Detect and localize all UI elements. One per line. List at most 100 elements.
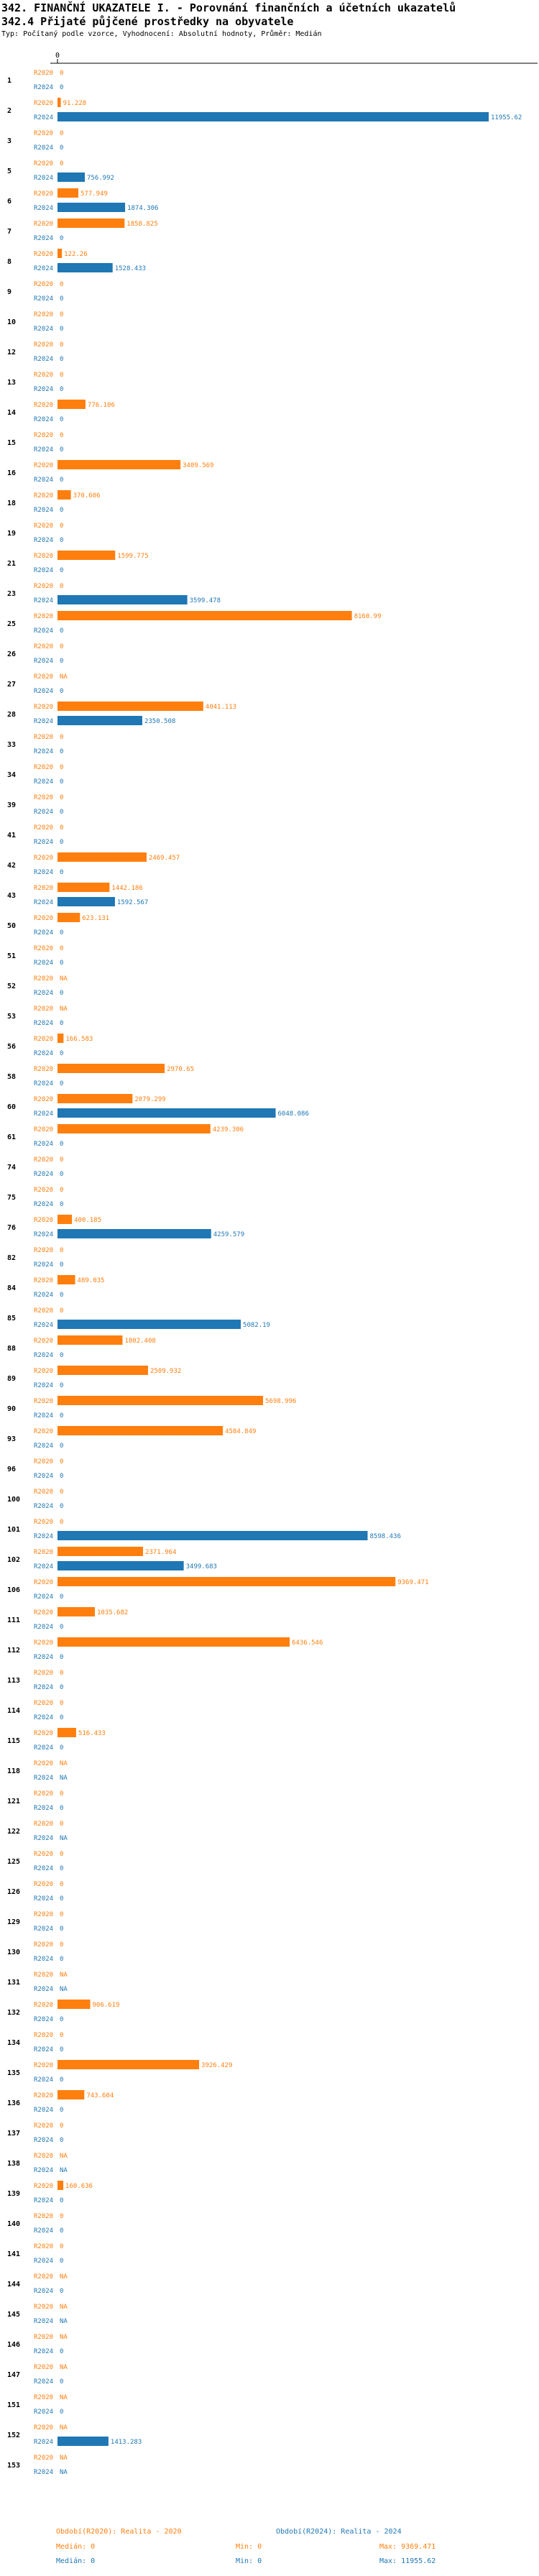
data-label-r2024: 0	[60, 2348, 63, 2355]
category-label: 115	[7, 1737, 20, 1745]
category-label: 13	[7, 379, 16, 387]
category-label: 6	[7, 198, 11, 206]
series-label-r2024: R2024	[34, 597, 53, 604]
bar-r2020	[57, 490, 71, 500]
series-label-r2024: R2024	[34, 1926, 53, 1933]
series-label-r2024: R2024	[34, 718, 53, 725]
category-label: 101	[7, 1526, 20, 1534]
series-label-r2024: R2024	[34, 114, 53, 121]
series-label-r2020: R2020	[34, 553, 53, 560]
data-label-r2024: 0	[60, 1141, 63, 1148]
series-label-r2024: R2024	[34, 1020, 53, 1027]
series-label-r2020: R2020	[34, 492, 53, 500]
data-label-r2020: 4041.113	[206, 704, 236, 711]
data-label-r2024: 0	[60, 477, 63, 484]
bar-r2020	[57, 460, 181, 469]
data-label-r2024: 0	[60, 1352, 63, 1359]
series-label-r2020: R2020	[34, 2243, 53, 2250]
category-label: 76	[7, 1224, 16, 1232]
series-label-r2020: R2020	[34, 704, 53, 711]
max-2024: Max: 11955.62	[379, 2557, 436, 2565]
data-label-r2024: 0	[60, 386, 63, 393]
series-label-r2024: R2024	[34, 2227, 53, 2235]
data-label-r2024: 0	[60, 778, 63, 786]
series-label-r2020: R2020	[34, 1821, 53, 1828]
data-label-r2020: 623.131	[82, 915, 109, 922]
data-label-r2024: 0	[60, 416, 63, 423]
data-label-r2024: 0	[60, 2409, 63, 2416]
category-label: 89	[7, 1375, 16, 1383]
category-label: 16	[7, 469, 16, 477]
data-label-r2020: 906.619	[92, 2002, 119, 2009]
series-label-r2020: R2020	[34, 251, 53, 258]
data-label-r2024: 6048.086	[278, 1110, 309, 1118]
series-label-r2020: R2020	[34, 1187, 53, 1194]
series-label-r2024: R2024	[34, 446, 53, 454]
series-label-r2024: R2024	[34, 1443, 53, 1450]
series-label-r2020: R2020	[34, 2032, 53, 2039]
category-label: 134	[7, 2039, 20, 2047]
data-label-r2024: 0	[60, 1473, 63, 1480]
data-label-r2020: 0	[60, 1851, 63, 1858]
category-label: 34	[7, 771, 16, 779]
median-2024: Medián: 0	[56, 2557, 96, 2565]
data-label-r2020: NA	[60, 1006, 68, 1013]
data-label-r2024: 0	[60, 2046, 63, 2053]
category-label: 112	[7, 1647, 20, 1655]
series-label-r2020: R2020	[34, 130, 53, 137]
data-label-r2024: 0	[60, 929, 63, 937]
series-label-r2024: R2024	[34, 2288, 53, 2295]
series-label-r2024: R2024	[34, 1835, 53, 1842]
series-label-r2020: R2020	[34, 643, 53, 650]
bar-r2020	[57, 1034, 64, 1043]
series-label-r2020: R2020	[34, 2183, 53, 2190]
bar-r2020	[57, 1728, 76, 1737]
data-label-r2020: 400.185	[74, 1217, 101, 1224]
series-label-r2024: R2024	[34, 175, 53, 182]
data-label-r2024: 0	[60, 869, 63, 876]
series-label-r2024: R2024	[34, 1412, 53, 1420]
min-2024: Min: 0	[236, 2557, 262, 2565]
bar-r2020	[57, 400, 86, 409]
category-label: 14	[7, 409, 16, 417]
data-label-r2020: 9369.471	[397, 1579, 428, 1586]
data-label-r2024: 0	[60, 2288, 63, 2295]
series-label-r2024: R2024	[34, 265, 53, 272]
bar-r2020	[57, 2090, 85, 2099]
category-label: 129	[7, 1918, 20, 1926]
data-label-r2024: 0	[60, 1261, 63, 1269]
series-label-r2020: R2020	[34, 673, 53, 681]
data-label-r2024: 5082.19	[243, 1322, 270, 1329]
data-label-r2020: NA	[60, 2304, 68, 2311]
data-label-r2024: 3499.683	[186, 1563, 217, 1570]
data-label-r2024: 0	[60, 84, 63, 91]
data-label-r2020: 0	[60, 764, 63, 771]
category-label: 8	[7, 258, 11, 266]
series-label-r2020: R2020	[34, 1489, 53, 1496]
data-label-r2020: 0	[60, 281, 63, 288]
series-label-r2024: R2024	[34, 1593, 53, 1601]
bar-r2024	[57, 716, 142, 725]
category-label: 153	[7, 2462, 20, 2470]
category-label: 140	[7, 2220, 20, 2228]
data-label-r2020: 516.433	[78, 1730, 106, 1737]
data-label-r2024: 756.992	[87, 175, 114, 182]
data-label-r2024: NA	[60, 1835, 68, 1842]
series-label-r2020: R2020	[34, 1066, 53, 1073]
series-label-r2024: R2024	[34, 1865, 53, 1872]
series-label-r2020: R2020	[34, 1036, 53, 1043]
data-label-r2024: 0	[60, 1654, 63, 1661]
series-label-r2024: R2024	[34, 869, 53, 876]
data-label-r2024: 0	[60, 2258, 63, 2265]
series-label-r2020: R2020	[34, 2122, 53, 2130]
category-label: 122	[7, 1828, 20, 1836]
category-label: 113	[7, 1677, 20, 1685]
category-label: 27	[7, 681, 16, 689]
series-label-r2024: R2024	[34, 1050, 53, 1057]
data-label-r2020: 577.949	[80, 190, 108, 198]
data-label-r2024: NA	[60, 2469, 68, 2476]
data-label-r2024: 0	[60, 990, 63, 997]
series-label-r2020: R2020	[34, 613, 53, 620]
series-label-r2020: R2020	[34, 1972, 53, 1979]
series-label-r2024: R2024	[34, 1110, 53, 1118]
